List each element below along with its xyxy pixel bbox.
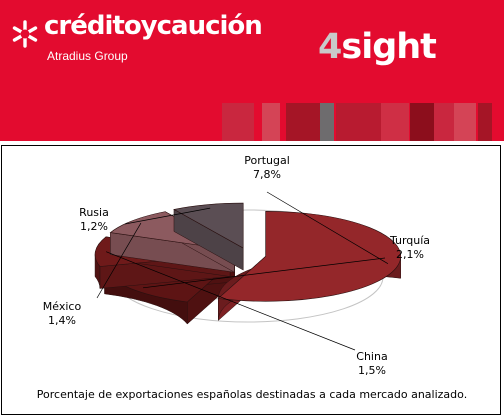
slice-value-label: 1,4% — [48, 314, 76, 327]
slice-label: México — [43, 300, 82, 313]
leader-line — [96, 222, 142, 299]
decorative-block — [336, 103, 381, 141]
leader-line — [105, 251, 356, 351]
logo-cross-icon — [12, 20, 38, 48]
slice-value-label: 2,1% — [396, 248, 424, 261]
product-word: sight — [341, 27, 437, 67]
slice-label: Portugal — [244, 154, 290, 167]
slice-value-label: 1,5% — [358, 364, 386, 377]
brand-subtitle: Atradius Group — [47, 49, 128, 63]
slice-value-label: 7,8% — [253, 168, 281, 181]
slice-label: Rusia — [79, 206, 109, 219]
leader-line — [266, 191, 389, 264]
product-name: 4sight — [318, 27, 437, 67]
pie-slice — [173, 202, 244, 271]
brand-name: créditoycaución — [44, 11, 263, 41]
slice-label: Turquía — [389, 234, 430, 247]
decorative-block — [478, 103, 492, 141]
leader-line — [124, 207, 211, 225]
header-banner: créditoycaución Atradius Group 4sight — [0, 0, 504, 141]
decorative-block — [410, 103, 434, 141]
slice-label: China — [356, 350, 387, 363]
decorative-block — [434, 103, 454, 141]
decorative-blocks — [0, 0, 504, 141]
decorative-block — [286, 103, 320, 141]
leader-line — [142, 257, 386, 289]
pie-slice — [217, 210, 402, 321]
decorative-block — [454, 103, 476, 141]
decorative-block — [320, 103, 334, 141]
product-number: 4 — [318, 27, 342, 67]
chart-caption: Porcentaje de exportaciones españolas de… — [36, 388, 468, 401]
decorative-block — [381, 103, 409, 141]
decorative-block — [262, 103, 280, 141]
slice-value-label: 1,2% — [80, 220, 108, 233]
decorative-block — [222, 103, 254, 141]
